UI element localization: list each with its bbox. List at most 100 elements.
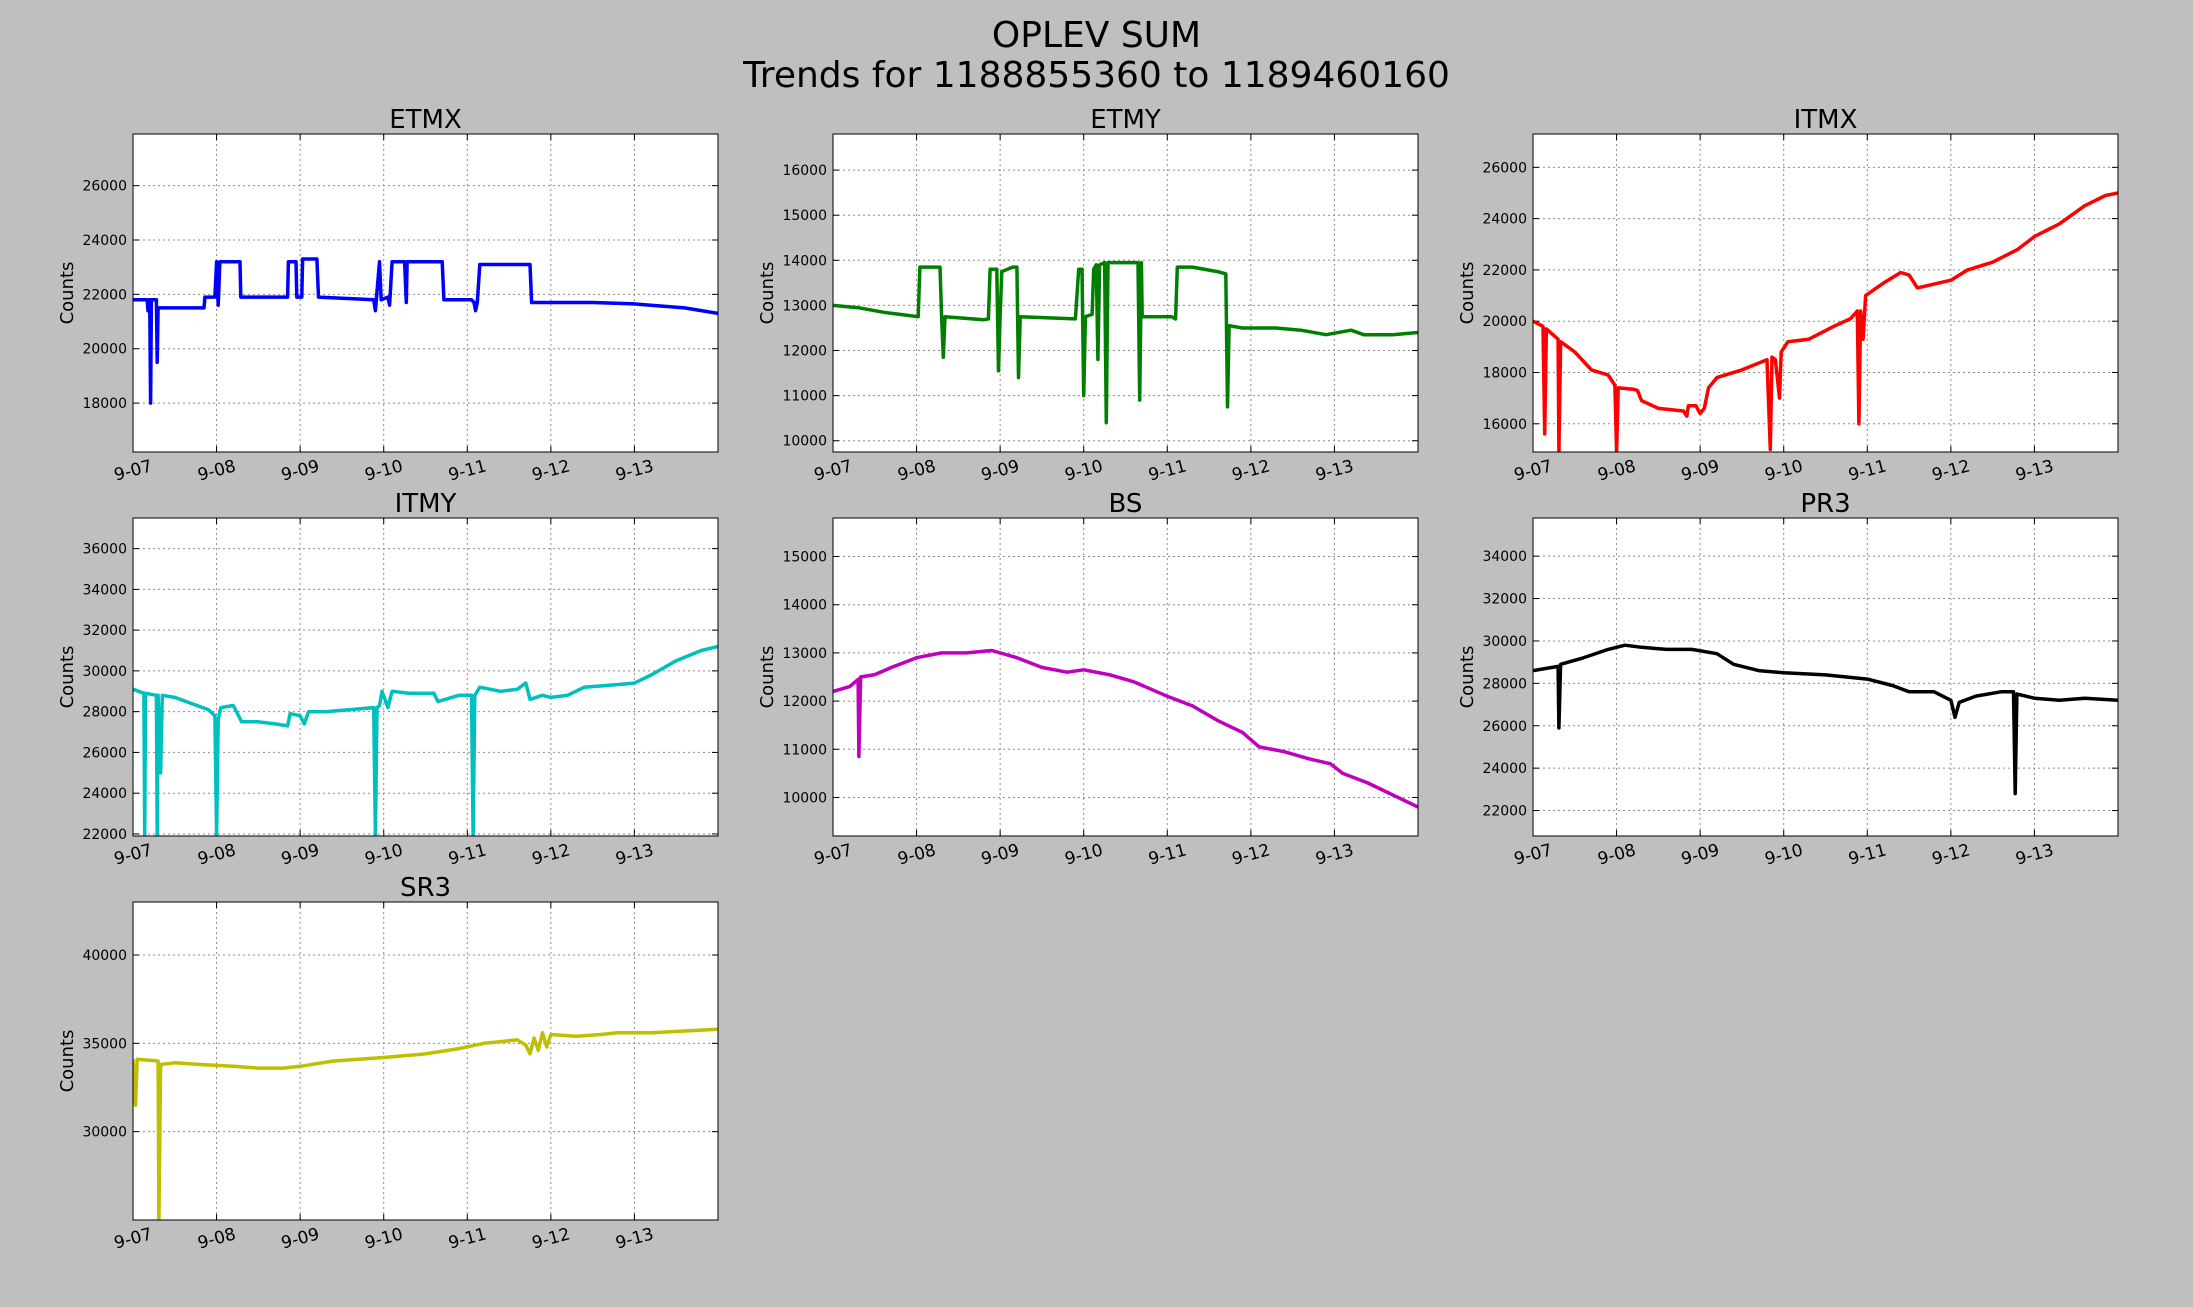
y-tick-label: 24000 [82, 233, 127, 249]
y-tick-label: 20000 [82, 342, 127, 358]
x-tick-label: 9-10 [1063, 456, 1105, 485]
x-tick-label: 9-08 [196, 840, 238, 869]
plot-frame [1532, 517, 2119, 837]
y-tick-label: 12000 [782, 344, 827, 360]
y-axis-label: Counts [757, 262, 778, 325]
y-tick-label: 16000 [1482, 417, 1527, 433]
y-tick-label: 22000 [1482, 804, 1527, 820]
y-tick-label: 36000 [82, 542, 127, 558]
x-tick-label: 9-10 [363, 1224, 405, 1253]
y-tick-label: 11000 [782, 389, 827, 405]
plot-area-bs [833, 518, 1418, 836]
y-axis-label: Counts [757, 646, 778, 709]
y-tick-label: 30000 [82, 664, 127, 680]
x-tick-label: 9-07 [1512, 840, 1554, 869]
y-tick-label: 24000 [1482, 212, 1527, 228]
plot-frame [1532, 133, 2119, 453]
x-tick-label: 9-07 [1512, 456, 1554, 485]
x-tick-label: 9-11 [1146, 456, 1188, 485]
y-tick-label: 28000 [82, 705, 127, 721]
x-tick-label: 9-08 [896, 840, 938, 869]
plot-area-etmx [133, 134, 718, 452]
series-line-etmy [833, 260, 1418, 425]
subplot-itmx: 9-07 9-08 9-09 9-10 9-11 9-12 9-13 16000 18000 20… [1457, 105, 2119, 486]
x-tick-label: 9-11 [446, 1224, 488, 1253]
y-tick-label: 32000 [1482, 592, 1527, 608]
series-line-bs [833, 648, 1418, 809]
plot-area-etmy [833, 134, 1418, 452]
y-tick-label: 15000 [782, 550, 827, 566]
x-tick-label: 9-13 [1313, 840, 1355, 869]
plot-frame [132, 901, 719, 1221]
x-tick-label: 9-09 [279, 456, 321, 485]
y-tick-label: 40000 [82, 948, 127, 964]
x-tick-label: 9-09 [1679, 840, 1721, 869]
x-tick-label: 9-08 [196, 456, 238, 485]
subplot-etmx: 9-07 9-08 9-09 9-10 9-11 9-12 9-13 18000 20000 22… [57, 105, 719, 486]
x-tick-label: 9-07 [812, 840, 854, 869]
y-tick-label: 30000 [82, 1125, 127, 1141]
y-tick-label: 24000 [82, 786, 127, 802]
x-tick-label: 9-12 [530, 456, 572, 485]
y-tick-label: 10000 [782, 790, 827, 806]
x-tick-label: 9-13 [2013, 456, 2055, 485]
x-tick-label: 9-10 [363, 840, 405, 869]
y-tick-label: 28000 [1482, 676, 1527, 692]
y-tick-label: 24000 [1482, 761, 1527, 777]
plot-frame [132, 133, 719, 453]
x-tick-label: 9-13 [1313, 456, 1355, 485]
x-tick-label: 9-09 [279, 840, 321, 869]
x-tick-label: 9-13 [2013, 840, 2055, 869]
y-tick-label: 18000 [1482, 366, 1527, 382]
subplot-title-etmy: ETMY [1090, 105, 1161, 135]
subplot-title-bs: BS [1109, 489, 1143, 519]
series-line-itmx [1533, 191, 2118, 452]
subplot-itmy: 9-07 9-08 9-09 9-10 9-11 9-12 9-13 22000 24000 26… [57, 489, 719, 870]
series-line-etmx [133, 257, 718, 405]
x-tick-label: 9-13 [613, 456, 655, 485]
x-tick-label: 9-09 [279, 1224, 321, 1253]
plot-area-pr3 [1533, 518, 2118, 836]
y-tick-label: 35000 [82, 1036, 127, 1052]
x-tick-label: 9-12 [1230, 840, 1272, 869]
y-tick-label: 13000 [782, 646, 827, 662]
subplot-title-pr3: PR3 [1800, 489, 1850, 519]
x-tick-label: 9-12 [530, 1224, 572, 1253]
series-line-sr3 [133, 1027, 718, 1220]
x-tick-label: 9-07 [112, 456, 154, 485]
x-tick-label: 9-08 [1596, 840, 1638, 869]
subplot-title-etmx: ETMX [389, 105, 462, 135]
x-tick-label: 9-09 [979, 840, 1021, 869]
figure-title: OPLEV SUM Trends for 1188855360 to 11894… [0, 16, 2193, 96]
x-tick-label: 9-11 [1846, 456, 1888, 485]
x-tick-label: 9-12 [1930, 840, 1972, 869]
plot-frame [832, 517, 1419, 837]
subplot-title-sr3: SR3 [400, 873, 451, 903]
x-tick-label: 9-10 [1763, 840, 1805, 869]
y-axis-label: Counts [1457, 262, 1478, 325]
plot-frame [132, 517, 719, 837]
y-tick-label: 12000 [782, 694, 827, 710]
x-tick-label: 9-09 [979, 456, 1021, 485]
y-tick-label: 32000 [82, 623, 127, 639]
x-tick-label: 9-10 [363, 456, 405, 485]
x-tick-label: 9-13 [613, 1224, 655, 1253]
x-tick-label: 9-11 [1846, 840, 1888, 869]
y-tick-label: 26000 [82, 745, 127, 761]
x-tick-label: 9-07 [112, 840, 154, 869]
y-axis-label: Counts [57, 1030, 78, 1093]
plot-area-itmx [1533, 134, 2118, 452]
x-tick-label: 9-08 [196, 1224, 238, 1253]
subplot-pr3: 9-07 9-08 9-09 9-10 9-11 9-12 9-13 22000 24000 26… [1457, 489, 2119, 870]
x-tick-label: 9-11 [446, 840, 488, 869]
y-tick-label: 16000 [782, 163, 827, 179]
x-tick-label: 9-07 [112, 1224, 154, 1253]
subplot-sr3: 9-07 9-08 9-09 9-10 9-11 9-12 9-13 30000 35000 40… [57, 873, 719, 1254]
x-tick-label: 9-08 [896, 456, 938, 485]
y-axis-label: Counts [57, 646, 78, 709]
x-tick-label: 9-10 [1763, 456, 1805, 485]
x-tick-label: 9-07 [812, 456, 854, 485]
subplot-etmy: 9-07 9-08 9-09 9-10 9-11 9-12 9-13 10000 11000 12… [757, 105, 1419, 486]
x-tick-label: 9-13 [613, 840, 655, 869]
